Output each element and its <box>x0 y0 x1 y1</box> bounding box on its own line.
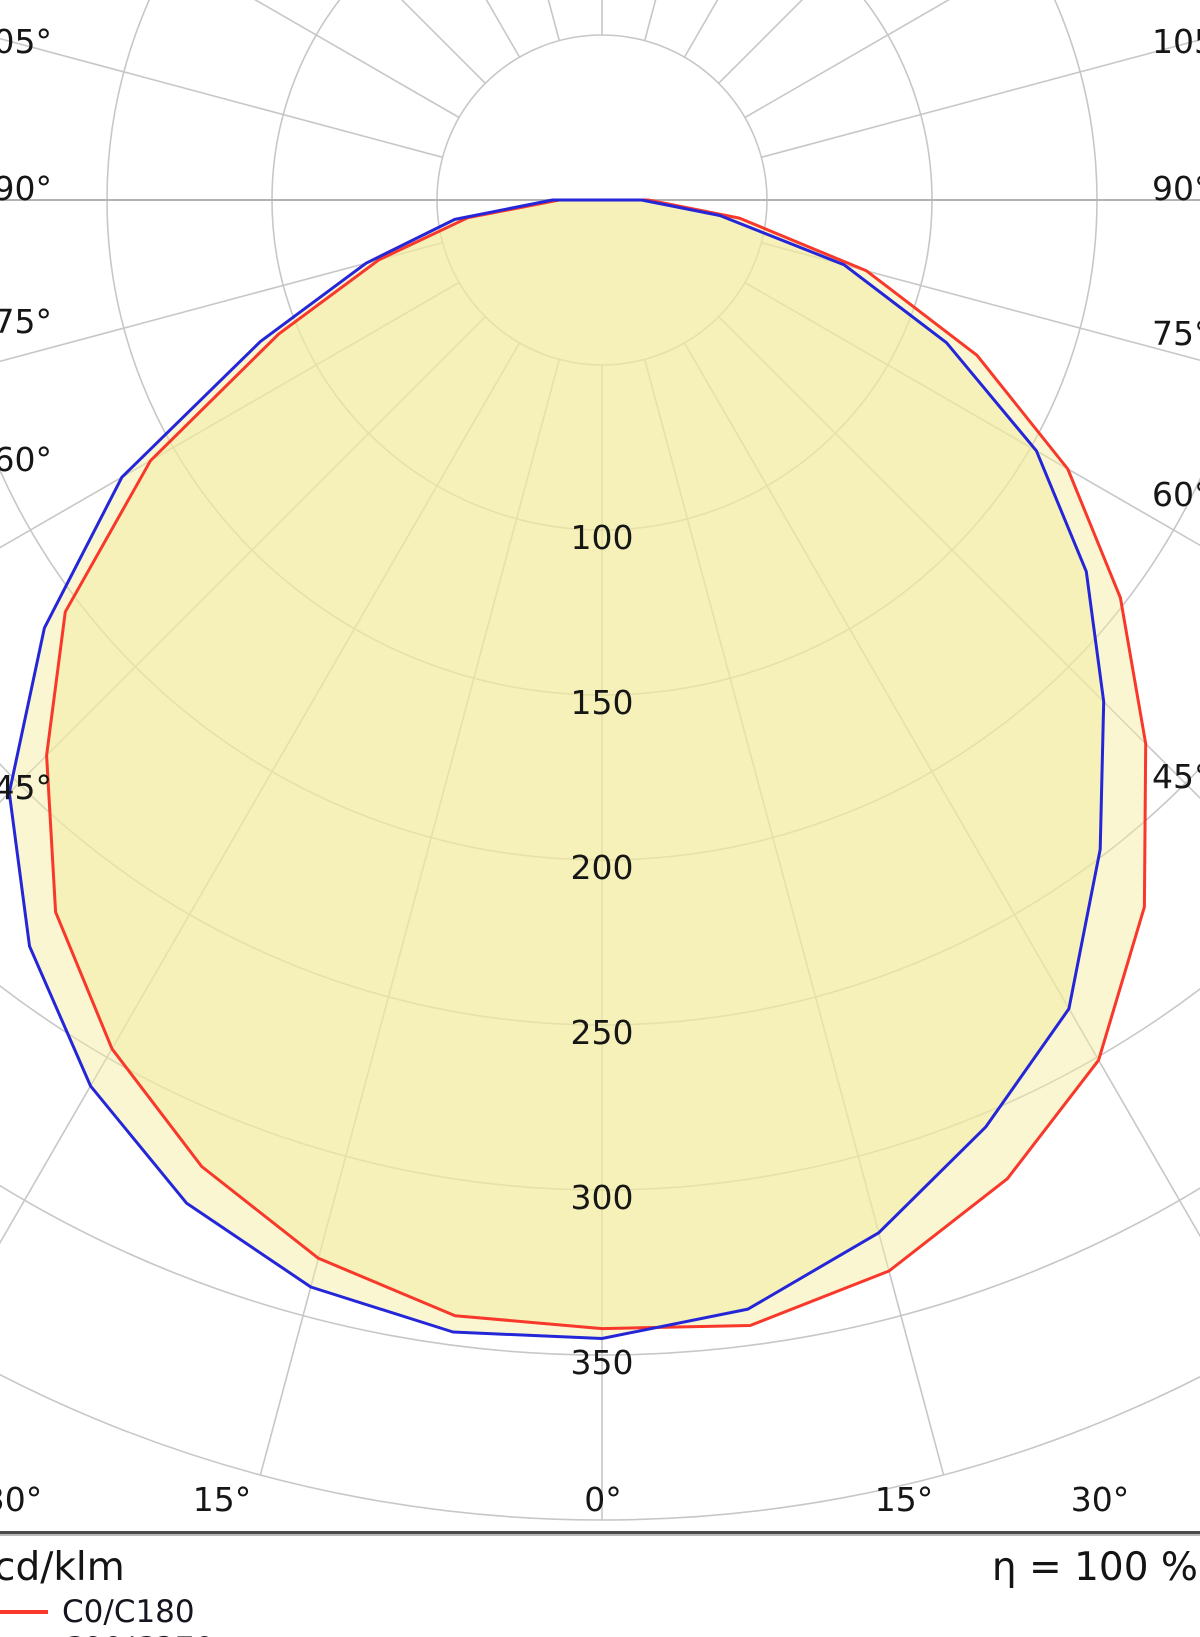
footer-separator-shadow <box>0 1534 1200 1536</box>
grid-ray-120 <box>744 0 951 119</box>
legend-label-c0-c180: C0/C180 <box>62 1594 195 1630</box>
curve-fill-c90-c270 <box>9 200 1104 1339</box>
grid-ray-330 <box>0 342 521 1245</box>
grid-ray-345 <box>259 359 561 1476</box>
legend-swatch-red-line <box>0 1610 48 1614</box>
grid-ray-210 <box>485 0 521 58</box>
curve-c90-c270 <box>7 198 1106 1340</box>
footer-separator-line <box>0 1531 1200 1534</box>
grid-ray-240 <box>253 0 460 119</box>
curve-fill-c0-c180 <box>46 200 1146 1329</box>
grid-ray-75 <box>761 241 1200 362</box>
grid-ray-15 <box>643 359 945 1476</box>
efficiency-label: η = 100 % <box>991 1545 1198 1590</box>
grid-ray-315 <box>0 316 486 804</box>
grid-ray-255 <box>0 37 443 159</box>
curve-c0-c180 <box>45 198 1148 1331</box>
grid-ray-195 <box>547 0 561 41</box>
grid-ray-45 <box>718 316 1200 800</box>
grid-ray-60 <box>744 281 1200 547</box>
grid-ray-135 <box>718 0 804 84</box>
grid-ray-225 <box>400 0 486 84</box>
polar-chart-canvas <box>0 0 1200 1521</box>
grid-ray-150 <box>683 0 719 58</box>
grid-ray-285 <box>0 241 443 363</box>
grid-ray-165 <box>643 0 657 41</box>
legend-label-c90-c270: C90/C270 <box>62 1631 214 1637</box>
units-label: cd/klm <box>0 1545 125 1590</box>
grid-ray-105 <box>761 38 1200 159</box>
grid-ray-30 <box>683 342 1200 1238</box>
grid-ray-300 <box>0 281 460 549</box>
